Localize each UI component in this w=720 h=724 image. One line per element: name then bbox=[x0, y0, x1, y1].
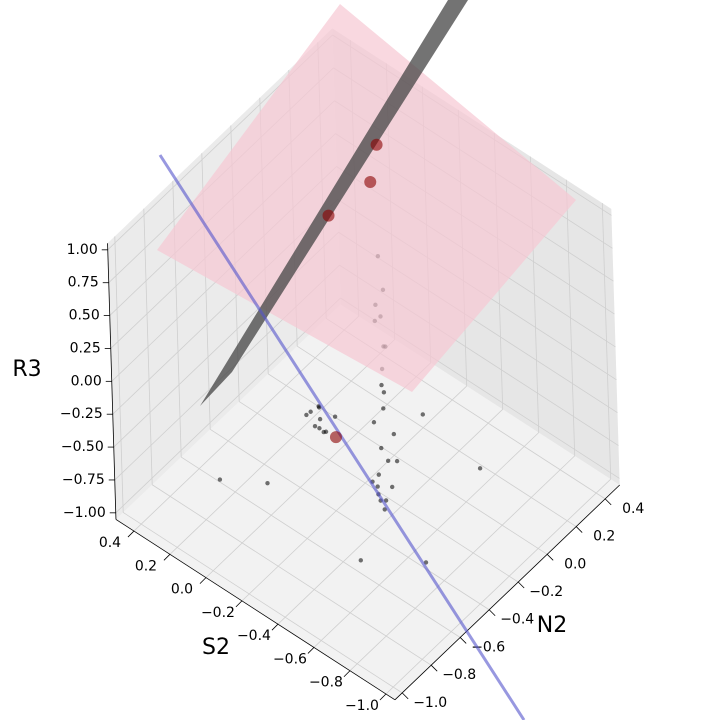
grid-line bbox=[151, 484, 432, 666]
point bbox=[381, 406, 386, 411]
point bbox=[379, 445, 384, 451]
grid-line bbox=[296, 345, 577, 527]
highlight-point bbox=[370, 138, 383, 151]
x-tick-label: 0.2 bbox=[135, 558, 157, 574]
z-tick-label: 0.50 bbox=[69, 308, 100, 324]
x-tick-label: −0.4 bbox=[237, 628, 271, 644]
point bbox=[420, 412, 425, 417]
point bbox=[312, 423, 318, 429]
x-tick-label: 0.0 bbox=[171, 582, 193, 598]
y-tick-label: −0.8 bbox=[442, 667, 476, 683]
y-axis-title: N2 bbox=[537, 613, 567, 638]
z-tick-label: −0.75 bbox=[62, 472, 105, 488]
tick-mark bbox=[546, 554, 554, 561]
x-tick-label: −0.6 bbox=[273, 651, 307, 667]
tick-mark bbox=[604, 498, 612, 506]
tick-mark bbox=[430, 664, 438, 672]
highlight-point bbox=[364, 175, 377, 188]
y-tick-label: −0.2 bbox=[529, 584, 563, 600]
point bbox=[477, 466, 483, 471]
grid-line bbox=[209, 428, 490, 611]
point bbox=[308, 409, 313, 414]
y-axis-line bbox=[394, 484, 620, 701]
y-tick-label: −0.4 bbox=[500, 612, 534, 628]
point bbox=[394, 458, 400, 464]
z-tick-label: 0.00 bbox=[71, 373, 102, 389]
x-tick-label: −0.2 bbox=[201, 605, 235, 621]
point bbox=[379, 382, 384, 388]
x-tick-label: −0.8 bbox=[309, 675, 343, 691]
fitted-plane-dark bbox=[200, 0, 468, 406]
tick-mark bbox=[575, 526, 583, 533]
x-axis-line bbox=[115, 519, 396, 701]
point bbox=[375, 484, 380, 489]
x-axis-title: S2 bbox=[202, 635, 230, 660]
z-tick-label: −1.00 bbox=[63, 505, 106, 521]
grid-line bbox=[349, 455, 575, 672]
y-tick-label: 0.2 bbox=[593, 529, 615, 545]
point bbox=[381, 390, 387, 395]
tick-mark bbox=[271, 623, 279, 631]
point bbox=[317, 416, 323, 422]
tick-mark bbox=[235, 600, 243, 608]
grid-line bbox=[133, 315, 359, 532]
grid-line bbox=[115, 297, 341, 514]
grid-line bbox=[180, 456, 461, 638]
highlight-point bbox=[322, 209, 335, 222]
y-tick-label: 0.0 bbox=[564, 556, 586, 572]
tick-mark bbox=[163, 554, 171, 561]
point bbox=[317, 426, 322, 431]
z-axis-title: R3 bbox=[12, 357, 41, 382]
tick-mark bbox=[459, 637, 467, 644]
point bbox=[382, 507, 387, 512]
point bbox=[371, 420, 377, 425]
tick-mark bbox=[307, 647, 315, 654]
tick-mark bbox=[127, 530, 135, 538]
point bbox=[332, 414, 338, 419]
z-tick-label: 1.00 bbox=[67, 242, 98, 258]
point bbox=[391, 431, 397, 437]
grid-line bbox=[385, 478, 611, 695]
tick-mark bbox=[401, 692, 409, 700]
z-tick-label: −0.25 bbox=[60, 406, 103, 422]
tick-mark bbox=[199, 577, 207, 584]
grid-line bbox=[267, 373, 548, 555]
point bbox=[376, 472, 381, 477]
point bbox=[217, 477, 223, 482]
grid-line bbox=[205, 362, 431, 578]
highlight-point bbox=[329, 431, 342, 444]
point bbox=[321, 429, 326, 435]
grid-line bbox=[313, 432, 539, 648]
grid-line bbox=[122, 512, 403, 694]
fitted-plane bbox=[157, 4, 576, 392]
y-tick-label: 0.4 bbox=[622, 501, 644, 517]
point bbox=[265, 480, 270, 486]
z-tick-label: 0.25 bbox=[70, 340, 101, 356]
fitted-line bbox=[158, 154, 526, 721]
x-tick-label: −1.0 bbox=[345, 698, 379, 714]
front-points bbox=[322, 138, 383, 444]
tick-mark bbox=[517, 581, 525, 589]
y-tick-label: −1.0 bbox=[413, 695, 447, 711]
tick-mark bbox=[488, 609, 496, 617]
tick-mark bbox=[343, 670, 351, 678]
point bbox=[385, 458, 391, 464]
point bbox=[304, 412, 309, 418]
z-tick-label: 0.75 bbox=[68, 275, 99, 291]
grid-line bbox=[241, 385, 467, 602]
x-tick-label: 0.4 bbox=[99, 535, 121, 551]
grid-line bbox=[277, 409, 503, 625]
point bbox=[358, 558, 363, 563]
z-tick-label: −0.50 bbox=[61, 439, 104, 455]
axes: −1.0−0.8−0.6−0.4−0.20.00.20.4−1.0−0.8−0.… bbox=[60, 242, 645, 714]
tick-mark bbox=[379, 693, 387, 701]
grid-line bbox=[169, 339, 395, 555]
point bbox=[390, 484, 395, 490]
